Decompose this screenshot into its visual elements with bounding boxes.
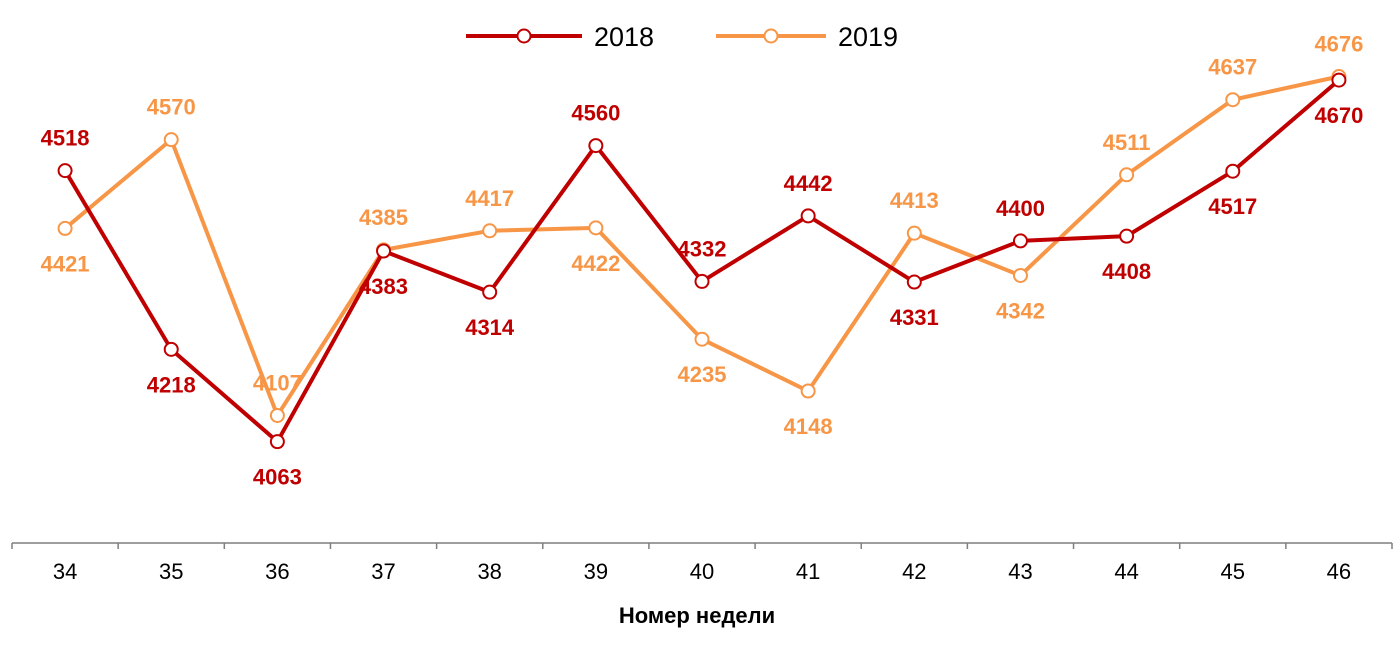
data-label: 4676 (1314, 32, 1363, 57)
data-label: 4570 (147, 95, 196, 120)
x-tick-label: 44 (1114, 559, 1138, 584)
x-tick-label: 41 (796, 559, 820, 584)
x-tick-label: 35 (159, 559, 183, 584)
data-point (163, 132, 179, 148)
data-label: 4331 (890, 305, 939, 330)
legend-item-2019: 2019 (716, 22, 898, 52)
data-label: 4063 (253, 465, 302, 490)
legend-label: 2018 (594, 22, 654, 52)
series-layer: 4518 4218 4063 4383 4314 4560 4332 4442 4331 4400… (41, 32, 1364, 490)
x-axis-title: Номер недели (619, 603, 775, 628)
data-point (1012, 233, 1028, 249)
data-label: 4560 (571, 101, 620, 126)
data-point (906, 225, 922, 241)
x-tick-label: 43 (1008, 559, 1032, 584)
data-point (269, 434, 285, 450)
legend-marker (516, 28, 532, 44)
data-label: 4413 (890, 188, 939, 213)
series-2018 (57, 72, 1347, 450)
data-label: 4342 (996, 298, 1045, 323)
data-point (1331, 72, 1347, 88)
data-label: 4383 (359, 274, 408, 299)
data-label: 4107 (253, 370, 302, 395)
data-label: 4314 (465, 315, 515, 340)
data-point (1225, 163, 1241, 179)
data-label: 4511 (1103, 130, 1151, 155)
data-point (694, 273, 710, 289)
data-labels-2019: 4421 4570 4107 4385 4417 4422 4235 4148 4413 4342… (41, 32, 1364, 440)
data-label: 4417 (465, 186, 514, 211)
data-label: 4517 (1208, 194, 1257, 219)
x-tick-label: 40 (690, 559, 714, 584)
x-tick-label: 42 (902, 559, 926, 584)
data-point (376, 243, 392, 259)
series-2019 (57, 69, 1347, 423)
data-label: 4422 (571, 251, 620, 276)
data-label: 4670 (1314, 103, 1363, 128)
data-label: 4518 (41, 126, 90, 151)
data-point (588, 138, 604, 154)
x-axis: 34 35 36 37 38 39 40 41 42 43 44 45 46 (11, 542, 1393, 584)
data-label: 4235 (678, 362, 727, 387)
data-point (269, 407, 285, 423)
data-label: 4148 (784, 414, 833, 439)
x-tick-label: 38 (477, 559, 501, 584)
legend-marker (763, 28, 779, 44)
data-point (1225, 92, 1241, 108)
data-point (482, 284, 498, 300)
data-point (57, 220, 73, 236)
x-tick-label: 46 (1327, 559, 1351, 584)
data-label: 4400 (996, 196, 1045, 221)
data-point (694, 331, 710, 347)
legend: 2018 2019 (466, 22, 898, 52)
data-point (800, 208, 816, 224)
data-label: 4637 (1208, 55, 1257, 80)
x-tick-label: 37 (371, 559, 395, 584)
legend-item-2018: 2018 (466, 22, 654, 52)
data-point (163, 341, 179, 357)
data-labels-2018: 4518 4218 4063 4383 4314 4560 4332 4442 4331 4400… (41, 101, 1364, 490)
data-point (1012, 267, 1028, 283)
data-label: 4385 (359, 205, 408, 230)
x-tick-label: 36 (265, 559, 289, 584)
data-label: 4421 (41, 251, 90, 276)
data-label: 4332 (678, 236, 727, 261)
data-label: 4442 (784, 171, 833, 196)
data-label: 4218 (147, 372, 196, 397)
data-point (482, 223, 498, 239)
data-point (906, 274, 922, 290)
x-tick-label: 45 (1221, 559, 1245, 584)
data-point (1119, 228, 1135, 244)
data-label: 4408 (1102, 259, 1151, 284)
data-point (1119, 167, 1135, 183)
data-point (588, 220, 604, 236)
x-tick-label: 39 (584, 559, 608, 584)
data-point (57, 163, 73, 179)
data-point (800, 383, 816, 399)
x-tick-label: 34 (53, 559, 77, 584)
legend-label: 2019 (838, 22, 898, 52)
